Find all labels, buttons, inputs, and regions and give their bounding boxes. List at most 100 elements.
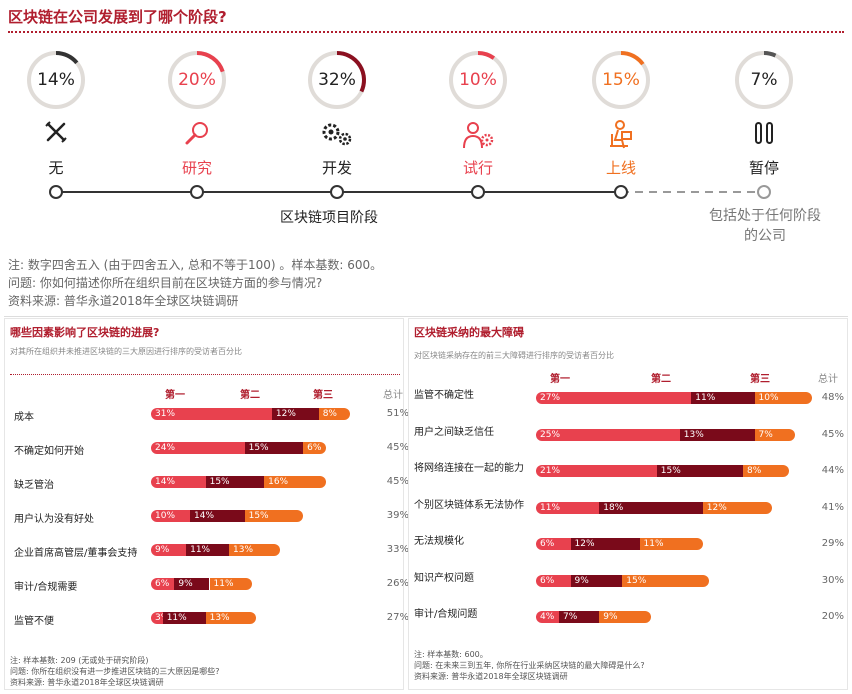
bar-segment-second: 11% — [691, 392, 755, 404]
bar-segment-second: 15% — [244, 442, 304, 454]
person-gear-icon — [458, 120, 498, 150]
timeline-node — [614, 185, 628, 199]
timeline-node — [49, 185, 63, 199]
page-title: 区块链在公司发展到了哪个阶段? — [8, 8, 227, 26]
project-stage-label: 区块链项目阶段 — [280, 210, 378, 226]
category-label: 用户认为没有好处 — [14, 514, 94, 525]
column-header-first-header: 第一 — [550, 374, 570, 385]
x-icon — [36, 120, 76, 150]
row-total: 20% — [821, 611, 844, 622]
stage-ring-arc — [336, 51, 366, 93]
bar-segment-first: 6% — [536, 538, 571, 550]
category-label: 将网络连接在一起的能力 — [414, 463, 524, 474]
category-label: 缺乏管治 — [14, 480, 54, 491]
stage-ring-arc — [196, 51, 225, 73]
row-total: 27% — [386, 612, 409, 623]
bar-segment-first: 4% — [536, 611, 559, 623]
stage-name: 暂停 — [748, 159, 779, 177]
bar-segment-second: 15% — [205, 476, 265, 488]
stage-timeline — [49, 185, 771, 199]
column-header-first-header: 第一 — [165, 390, 185, 401]
left-panel-subtitle: 对其所在组织并未推进区块链的三大原因进行排序的受访者百分比 — [10, 347, 242, 356]
category-label: 企业首席高管层/董事会支持 — [14, 548, 138, 559]
row-total: 30% — [821, 574, 844, 586]
category-label: 知识产权问题 — [414, 572, 474, 584]
row-total: 33% — [386, 544, 409, 555]
bar-segment-second: 15% — [656, 465, 743, 477]
bar-segment-third: 16% — [264, 476, 327, 488]
bar-segment-second: 12% — [271, 408, 319, 420]
column-header-third-header: 第三 — [313, 390, 333, 401]
stage-percent: 7% — [750, 70, 778, 90]
bar-segment-first: 27% — [536, 392, 692, 404]
left-panel-notes: 注: 样本基数: 209 (无或处于研究阶段) 问题: 你所在组织没有进一步推进… — [10, 656, 220, 687]
bar-segment-third: 15% — [622, 574, 709, 587]
stage-percent: 10% — [459, 70, 497, 90]
bar-segment-third: 11% — [639, 538, 703, 550]
category-label: 不确定如何开始 — [14, 446, 84, 457]
left-panel-divider — [10, 374, 400, 375]
bar-segment-third: 13% — [205, 612, 257, 624]
bar-segment-third: 10% — [754, 392, 812, 404]
bar-segment-first: 25% — [536, 428, 680, 441]
stage-name: 试行 — [462, 159, 493, 177]
left-panel-title: 哪些因素影响了区块链的进展? — [10, 326, 160, 339]
category-label: 用户之间缺乏信任 — [414, 426, 494, 438]
bar-segment-third: 7% — [754, 428, 795, 441]
row-total: 26% — [386, 578, 409, 589]
right-panel-title: 区块链采纳的最大障碍 — [414, 326, 524, 339]
bar-segment-first: 21% — [536, 465, 657, 477]
row-total: 48% — [821, 392, 844, 403]
left-panel — [4, 318, 404, 690]
row-total: 29% — [821, 538, 844, 549]
bar-segment-first: 6% — [536, 574, 571, 587]
row-total: 51% — [386, 408, 409, 419]
row-total: 41% — [821, 501, 844, 513]
timeline-node — [330, 185, 344, 199]
bar-segment-third: 6% — [303, 442, 327, 454]
row-total: 45% — [821, 428, 844, 440]
title-divider — [8, 31, 844, 33]
magnifier-icon — [177, 120, 217, 150]
category-label: 监管不便 — [14, 616, 54, 627]
category-label: 审计/合规问题 — [414, 609, 478, 620]
stage-percent: 15% — [602, 70, 640, 90]
stage-percent: 20% — [178, 70, 216, 90]
stage-percent: 14% — [37, 70, 75, 90]
category-label: 无法规模化 — [414, 536, 464, 547]
bar-segment-first: 6% — [151, 578, 175, 590]
stage-percent: 32% — [318, 70, 356, 90]
stage-rings — [27, 51, 793, 109]
column-header-second-header: 第二 — [651, 374, 671, 385]
note-line: 注: 数字四舍五入 (由于四舍五入, 总和不等于100) 。样本基数: 600。 — [8, 258, 383, 272]
row-total: 45% — [386, 442, 409, 453]
bar-segment-first: 24% — [151, 442, 245, 454]
bar-segment-second: 12% — [570, 538, 640, 550]
timeline-node — [190, 185, 204, 199]
stage-name: 开发 — [321, 159, 352, 177]
stage-name: 无 — [48, 159, 64, 177]
bar-segment-third: 8% — [318, 408, 350, 420]
stage-ring-arc — [55, 51, 79, 65]
pause-icon — [744, 120, 784, 150]
column-header-total: 总计 — [818, 374, 838, 385]
bar-segment-second: 13% — [679, 428, 755, 441]
bar-segment-second: 11% — [186, 544, 229, 556]
bar-segment-second: 9% — [174, 578, 210, 590]
row-total: 39% — [386, 510, 409, 521]
bar-segment-third: 8% — [743, 465, 789, 477]
section-divider — [4, 316, 848, 317]
category-label: 成本 — [14, 412, 34, 423]
row-total: 44% — [821, 465, 844, 476]
bar-segment-first: 14% — [151, 476, 206, 488]
column-header-second-header: 第二 — [240, 390, 260, 401]
stage-name: 研究 — [181, 159, 212, 177]
bar-segment-second: 7% — [559, 611, 600, 623]
source-line: 资料来源: 普华永道2018年全球区块链调研 — [8, 294, 239, 308]
stage-ring-arc — [763, 51, 777, 58]
bar-segment-third: 13% — [229, 544, 280, 556]
stage-ring-arc — [620, 51, 645, 66]
top-notes: 注: 数字四舍五入 (由于四舍五入, 总和不等于100) 。样本基数: 600。… — [8, 256, 382, 310]
right-panel-notes: 注: 样本基数: 600。 问题: 在未来三到五年, 你所在行业采纳区块链的最大… — [414, 650, 645, 681]
gears-icon — [317, 120, 357, 150]
